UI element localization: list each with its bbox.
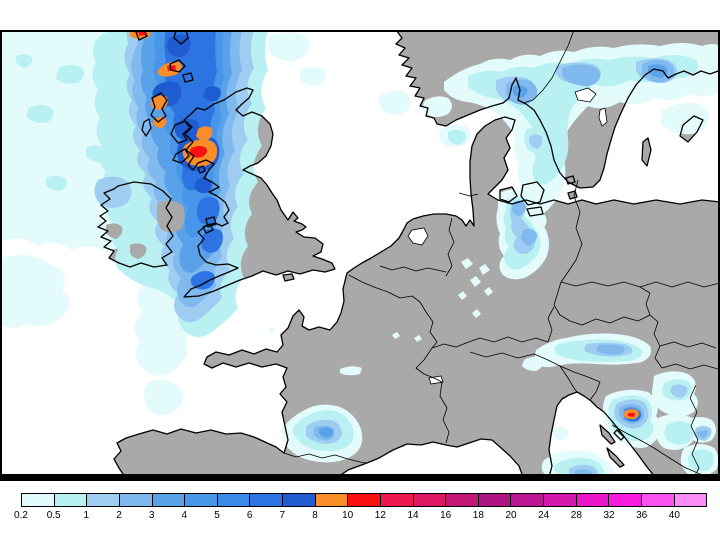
legend-cell-18	[608, 494, 641, 506]
legend-cell-20	[673, 494, 707, 506]
legend-cell-12	[412, 494, 446, 506]
legend-cell-16	[543, 494, 576, 506]
land-patch	[106, 200, 185, 259]
precipitation-map	[0, 30, 720, 481]
legend-tick-label-32: 32	[603, 510, 615, 521]
precip-blob	[164, 32, 641, 422]
map-canvas	[0, 30, 720, 481]
legend-tick-label-1: 1	[83, 510, 90, 521]
legend-tick-label-18: 18	[472, 510, 484, 521]
precip-level-6	[164, 32, 641, 422]
legend-tick-label-8: 8	[312, 510, 318, 521]
legend-tick-label-4: 4	[181, 510, 188, 521]
legend-cell-2	[86, 494, 119, 506]
map-frame-bottom-bar	[0, 474, 720, 481]
legend-cell-6	[216, 494, 250, 506]
legend-tick-label-7: 7	[279, 510, 286, 521]
legend-cell-11	[379, 494, 413, 506]
legend-cell-13	[445, 494, 478, 506]
legend-tick-label-12: 12	[374, 510, 386, 521]
legend-tick-label-36: 36	[636, 510, 648, 521]
precipitation-color-scale	[21, 493, 707, 507]
legend-tick-label-0.2: 0.2	[14, 510, 28, 521]
legend-cell-15	[510, 494, 543, 506]
legend-tick-label-3: 3	[148, 510, 155, 521]
legend-tick-label-16: 16	[440, 510, 452, 521]
legend-tick-label-6: 6	[246, 510, 253, 521]
legend-cell-17	[575, 494, 609, 506]
legend-cell-4	[151, 494, 185, 506]
legend-tick-label-5: 5	[214, 510, 220, 521]
legend-tick-label-40: 40	[668, 510, 680, 521]
legend-cell-0	[22, 494, 54, 506]
legend-cell-7	[249, 494, 282, 506]
legend-cell-1	[53, 494, 87, 506]
ireland-land-patches	[106, 200, 185, 259]
legend-cell-3	[118, 494, 152, 506]
legend-tick-label-24: 24	[538, 510, 550, 521]
legend-tick-label-2: 2	[116, 510, 122, 521]
legend-cell-14	[477, 494, 511, 506]
legend-tick-label-0.5: 0.5	[46, 510, 61, 521]
legend-cell-19	[640, 494, 674, 506]
legend-tick-label-10: 10	[342, 510, 354, 521]
legend-cell-8	[282, 494, 315, 506]
legend-tick-label-14: 14	[407, 510, 419, 521]
legend-cell-10	[347, 494, 380, 506]
legend-tick-label-28: 28	[570, 510, 582, 521]
legend-tick-label-20: 20	[505, 510, 517, 521]
legend-cell-5	[184, 494, 217, 506]
legend-cell-9	[314, 494, 348, 506]
